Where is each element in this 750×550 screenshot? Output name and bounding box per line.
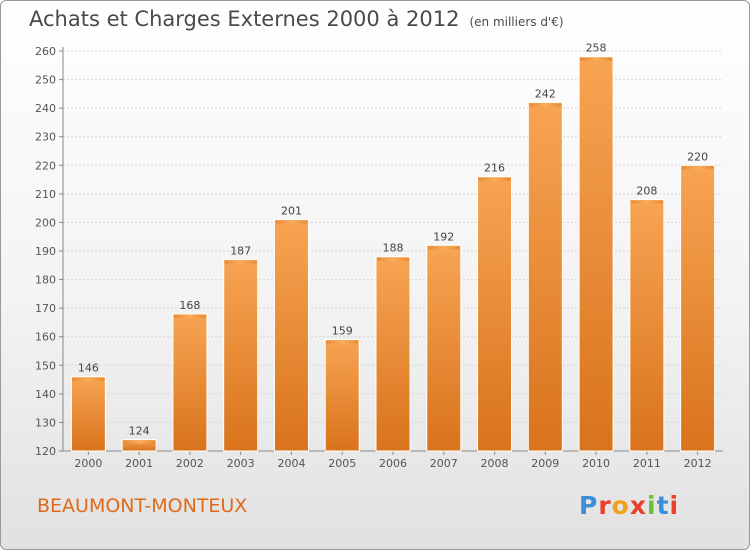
bar-2002[interactable] bbox=[172, 313, 208, 452]
value-label: 187 bbox=[230, 245, 251, 258]
bar-2005[interactable] bbox=[324, 339, 360, 452]
bar-highlight bbox=[478, 177, 511, 181]
bar-highlight bbox=[580, 57, 613, 61]
bar-2000[interactable] bbox=[70, 376, 106, 452]
logo-letter: t bbox=[656, 491, 670, 520]
bar-highlight bbox=[377, 257, 409, 261]
value-label: 242 bbox=[535, 87, 556, 100]
value-label: 208 bbox=[636, 185, 657, 198]
bar-2007[interactable] bbox=[426, 244, 462, 452]
bar-layer bbox=[70, 56, 716, 452]
logo-letter: i bbox=[647, 491, 657, 520]
x-tick-label: 2003 bbox=[227, 457, 255, 470]
bar-highlight bbox=[72, 377, 105, 381]
value-label: 192 bbox=[433, 230, 454, 243]
y-tick-label: 250 bbox=[35, 74, 56, 87]
bar-2006[interactable] bbox=[375, 256, 411, 452]
bar-2011[interactable] bbox=[629, 199, 665, 452]
bar-highlight bbox=[681, 166, 714, 170]
bar-2012[interactable] bbox=[680, 164, 716, 452]
bar-highlight bbox=[427, 246, 460, 250]
x-tick-label: 2005 bbox=[328, 457, 356, 470]
logo-letter: o bbox=[611, 491, 630, 520]
y-tick-label: 160 bbox=[35, 331, 56, 344]
x-tick-label: 2011 bbox=[633, 457, 661, 470]
y-tick-label: 150 bbox=[35, 359, 56, 372]
y-tick-label: 190 bbox=[35, 245, 56, 258]
city-name: BEAUMONT-MONTEUX bbox=[37, 495, 248, 517]
x-tick-label: 2008 bbox=[481, 457, 509, 470]
bar-2003[interactable] bbox=[223, 259, 259, 452]
value-label: 188 bbox=[383, 242, 404, 255]
bar-2009[interactable] bbox=[527, 101, 563, 452]
x-tick-label: 2000 bbox=[74, 457, 102, 470]
bar-highlight bbox=[173, 314, 206, 318]
proxiti-logo[interactable]: Proxiti bbox=[579, 491, 679, 520]
y-tick-label: 260 bbox=[35, 45, 56, 58]
value-label: 168 bbox=[179, 299, 200, 312]
value-label: 216 bbox=[484, 162, 505, 175]
x-tick-label: 2010 bbox=[582, 457, 610, 470]
y-tick-label: 200 bbox=[35, 216, 56, 229]
y-tick-label: 140 bbox=[35, 388, 56, 401]
label-layer: 120 130 140 150 160 170 180 190 200 210 220 230 240 2… bbox=[35, 42, 712, 470]
x-tick-label: 2006 bbox=[379, 457, 407, 470]
y-tick-label: 210 bbox=[35, 188, 56, 201]
logo-letter: r bbox=[598, 491, 612, 520]
y-tick-label: 170 bbox=[35, 302, 56, 315]
bar-highlight bbox=[224, 260, 257, 264]
value-label: 159 bbox=[332, 325, 353, 338]
bar-2001[interactable] bbox=[121, 439, 157, 452]
value-label: 124 bbox=[129, 425, 150, 438]
value-label: 201 bbox=[281, 205, 302, 218]
bar-highlight bbox=[275, 220, 308, 224]
x-tick-label: 2012 bbox=[684, 457, 712, 470]
chart-unit-note: (en milliers d'€) bbox=[469, 15, 564, 29]
logo-letter: P bbox=[579, 491, 599, 520]
y-tick-label: 120 bbox=[35, 445, 56, 458]
y-tick-label: 240 bbox=[35, 102, 56, 115]
y-tick-label: 180 bbox=[35, 274, 56, 287]
chart-title-text: Achats et Charges Externes 2000 à 2012 bbox=[29, 7, 460, 31]
y-tick-label: 230 bbox=[35, 131, 56, 144]
bar-2008[interactable] bbox=[477, 176, 513, 452]
value-label: 220 bbox=[687, 150, 708, 163]
bar-2004[interactable] bbox=[273, 219, 309, 452]
y-tick-label: 220 bbox=[35, 159, 56, 172]
value-label: 258 bbox=[586, 42, 607, 55]
x-tick-label: 2009 bbox=[531, 457, 559, 470]
bar-2010[interactable] bbox=[578, 56, 614, 452]
bar-highlight bbox=[529, 103, 562, 107]
x-tick-label: 2007 bbox=[430, 457, 458, 470]
x-tick-label: 2001 bbox=[125, 457, 153, 470]
x-tick-label: 2004 bbox=[277, 457, 305, 470]
bar-highlight bbox=[326, 340, 359, 344]
logo-letter: x bbox=[629, 491, 647, 520]
x-tick-label: 2002 bbox=[176, 457, 204, 470]
bar-highlight bbox=[630, 200, 663, 204]
chart-title: Achats et Charges Externes 2000 à 2012 (e… bbox=[29, 7, 564, 31]
bar-highlight bbox=[123, 440, 156, 444]
value-label: 146 bbox=[78, 362, 99, 375]
y-tick-label: 130 bbox=[35, 416, 56, 429]
logo-letter: i bbox=[669, 491, 680, 520]
